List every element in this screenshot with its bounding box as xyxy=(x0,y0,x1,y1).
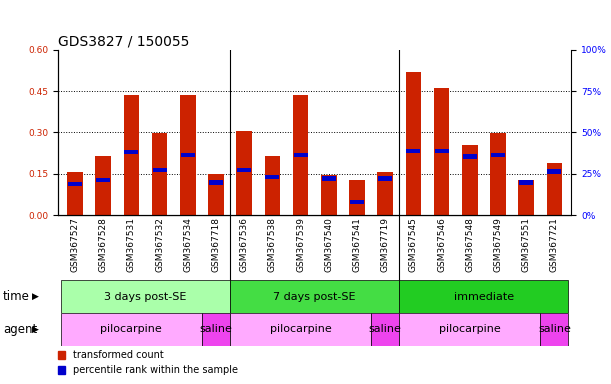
Text: GSM367719: GSM367719 xyxy=(381,217,390,272)
Bar xyxy=(95,156,111,215)
Bar xyxy=(61,313,202,346)
Bar xyxy=(265,156,280,215)
Bar xyxy=(378,172,393,215)
Bar xyxy=(202,313,230,346)
Bar xyxy=(540,313,568,346)
Bar xyxy=(378,176,392,180)
Text: GSM367546: GSM367546 xyxy=(437,217,446,271)
Text: GSM367548: GSM367548 xyxy=(465,217,474,271)
Bar xyxy=(209,180,223,185)
Bar xyxy=(350,200,364,204)
Bar xyxy=(462,145,478,215)
Bar xyxy=(519,180,533,185)
Bar xyxy=(237,168,251,172)
Text: GSM367551: GSM367551 xyxy=(522,217,531,272)
Bar xyxy=(463,154,477,159)
Bar xyxy=(491,153,505,157)
Text: GSM367536: GSM367536 xyxy=(240,217,249,272)
Bar xyxy=(490,133,506,215)
Text: GDS3827 / 150055: GDS3827 / 150055 xyxy=(58,35,189,49)
Text: pilocarpine: pilocarpine xyxy=(269,324,331,334)
Legend: transformed count, percentile rank within the sample: transformed count, percentile rank withi… xyxy=(54,346,242,379)
Text: GSM367541: GSM367541 xyxy=(353,217,362,271)
Text: 3 days post-SE: 3 days post-SE xyxy=(104,291,186,302)
Text: GSM367528: GSM367528 xyxy=(98,217,108,271)
Text: GSM367549: GSM367549 xyxy=(494,217,502,271)
Bar xyxy=(547,163,562,215)
Text: 7 days post-SE: 7 days post-SE xyxy=(273,291,356,302)
Text: GSM367531: GSM367531 xyxy=(127,217,136,272)
Text: time: time xyxy=(3,290,30,303)
Bar xyxy=(518,180,534,215)
Text: GSM367539: GSM367539 xyxy=(296,217,305,272)
Bar xyxy=(208,174,224,215)
Text: GSM367545: GSM367545 xyxy=(409,217,418,271)
Text: saline: saline xyxy=(368,324,401,334)
Bar xyxy=(294,153,307,157)
Bar xyxy=(68,182,82,186)
Text: GSM367534: GSM367534 xyxy=(183,217,192,271)
Bar xyxy=(322,176,336,180)
Bar xyxy=(61,280,230,313)
Text: GSM367721: GSM367721 xyxy=(550,217,559,271)
Text: immediate: immediate xyxy=(454,291,514,302)
Text: pilocarpine: pilocarpine xyxy=(100,324,163,334)
Bar xyxy=(406,72,421,215)
Text: GSM367538: GSM367538 xyxy=(268,217,277,272)
Text: ▶: ▶ xyxy=(32,292,38,301)
Bar xyxy=(434,149,448,153)
Bar xyxy=(293,95,309,215)
Bar xyxy=(181,153,195,157)
Bar xyxy=(371,313,399,346)
Bar xyxy=(152,133,167,215)
Bar xyxy=(434,88,449,215)
Bar xyxy=(547,169,562,174)
Bar xyxy=(230,280,399,313)
Bar xyxy=(125,150,138,154)
Bar xyxy=(399,280,568,313)
Bar xyxy=(236,131,252,215)
Bar xyxy=(265,175,279,179)
Text: pilocarpine: pilocarpine xyxy=(439,324,500,334)
Bar xyxy=(180,95,196,215)
Text: GSM367527: GSM367527 xyxy=(70,217,79,271)
Text: ▶: ▶ xyxy=(32,325,38,334)
Bar xyxy=(230,313,371,346)
Bar xyxy=(399,313,540,346)
Text: saline: saline xyxy=(200,324,232,334)
Bar xyxy=(321,175,337,215)
Bar xyxy=(96,178,110,182)
Text: saline: saline xyxy=(538,324,571,334)
Text: GSM367718: GSM367718 xyxy=(211,217,221,272)
Bar xyxy=(406,149,420,153)
Text: GSM367532: GSM367532 xyxy=(155,217,164,271)
Bar xyxy=(349,180,365,215)
Bar xyxy=(123,95,139,215)
Bar xyxy=(67,172,82,215)
Text: GSM367540: GSM367540 xyxy=(324,217,333,271)
Text: agent: agent xyxy=(3,323,37,336)
Bar xyxy=(153,168,167,172)
